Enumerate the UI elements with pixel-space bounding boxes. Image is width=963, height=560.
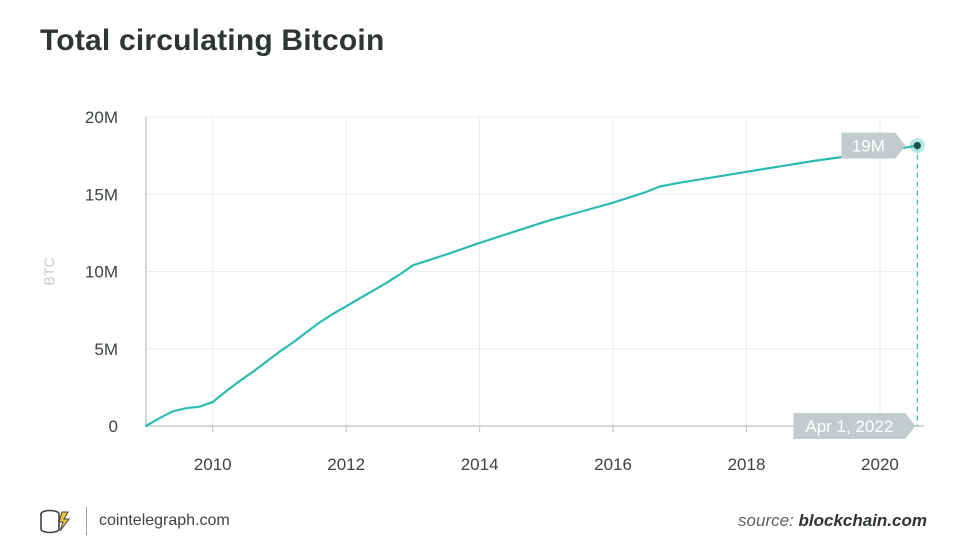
x-tick-label: 2010 [194, 455, 232, 474]
cointelegraph-logo-icon [40, 509, 70, 534]
series-layer [144, 144, 919, 428]
end-point-marker [913, 141, 921, 150]
x-tick-label: 2016 [594, 455, 632, 474]
y-tick-label: 15M [85, 185, 118, 204]
source-name: blockchain.com [798, 511, 927, 530]
x-tick-label: 2012 [327, 455, 365, 474]
series-line [144, 144, 919, 428]
y-tick-label: 0 [109, 417, 118, 436]
chart-title: Total circulating Bitcoin [40, 24, 385, 57]
source-label: source: [738, 511, 794, 530]
axes: 0 5M 10M 15M 20M 2010 2012 2014 2016 2018 2020 BTC [41, 108, 924, 474]
annotations: 19M Apr 1, 2022 [793, 132, 925, 439]
x-tick-label: 2020 [861, 455, 899, 474]
y-tick-label: 10M [85, 263, 118, 282]
footer-brand: cointelegraph.com [38, 506, 230, 536]
date-callout-arrow [905, 413, 916, 439]
y-axis-label: BTC [41, 258, 57, 286]
date-callout-label: Apr 1, 2022 [805, 417, 893, 436]
value-callout-box [841, 132, 906, 159]
y-tick-label: 20M [85, 108, 118, 127]
y-tick-label: 5M [94, 340, 118, 359]
date-callout-box [793, 413, 906, 439]
x-tick-label: 2014 [461, 455, 499, 474]
footer-separator [86, 507, 87, 535]
footer-site-name: cointelegraph.com [99, 512, 230, 529]
value-callout-label: 19M [852, 137, 885, 156]
footer-source: source: blockchain.com [738, 511, 927, 531]
grid [146, 116, 920, 426]
x-tick-label: 2018 [728, 455, 766, 474]
